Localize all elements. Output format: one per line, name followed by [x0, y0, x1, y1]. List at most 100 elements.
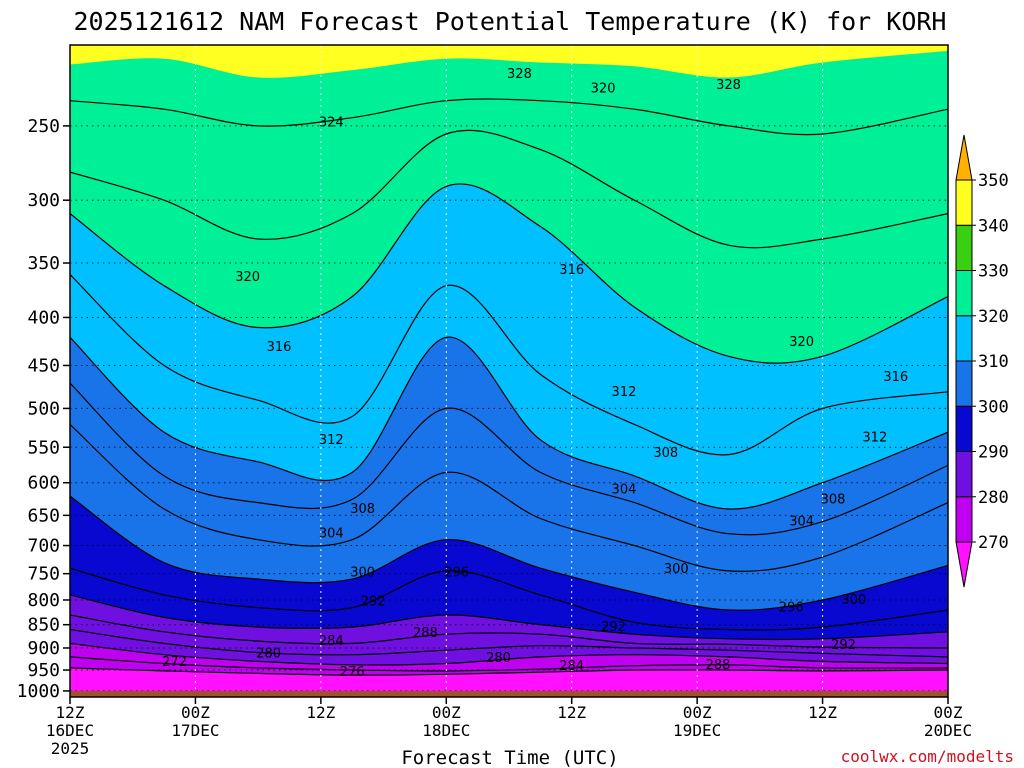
plot-area [70, 45, 948, 697]
y-tick-label-350: 350 [27, 253, 60, 274]
x-tick-label-72-1: 12Z [808, 703, 837, 722]
isentrope-292 [70, 594, 948, 641]
x-tick-label-60-2: 19DEC [673, 721, 721, 740]
contour-label-288-31: 288 [706, 658, 731, 673]
colorbar-label-290: 290 [978, 443, 1009, 463]
y-tick-label-400: 400 [27, 307, 60, 328]
chart-title: 2025121612 NAM Forecast Potential Temper… [74, 7, 947, 36]
isentrope-324 [70, 129, 948, 249]
contour-label-320-4: 320 [235, 270, 260, 285]
colorbar-legend: 270 280 290 300 310 320 330 340 350 [955, 134, 1009, 588]
y-tick-label-550: 550 [27, 437, 60, 458]
colorbar-segment-350 [955, 134, 973, 181]
colorbar-label-310: 310 [978, 352, 1009, 372]
y-tick-label-950: 950 [27, 660, 60, 681]
contour-label-292-21: 292 [361, 595, 386, 610]
contour-label-304-13: 304 [612, 482, 637, 497]
contour-label-312-10: 312 [319, 433, 344, 448]
contour-label-296-19: 296 [444, 566, 469, 581]
contour-label-324-2: 324 [319, 116, 344, 131]
y-tick-label-750: 750 [27, 564, 60, 585]
isentrope-328 [70, 98, 948, 136]
x-tick-label-12-2: 17DEC [171, 721, 219, 740]
y-tick-label-1000: 1000 [17, 681, 60, 702]
y-tick-label-700: 700 [27, 536, 60, 557]
contour-label-284-30: 284 [559, 659, 584, 674]
contour-label-296-22: 296 [779, 601, 804, 616]
x-tick-label-36-2: 18DEC [422, 721, 470, 740]
contour-label-292-27: 292 [831, 638, 856, 653]
isentrope-276 [70, 656, 948, 672]
colorbar-segment-340 [955, 179, 973, 226]
contour-label-288-25: 288 [413, 626, 438, 641]
colorbar-segment-310 [955, 315, 973, 362]
y-tick-label-800: 800 [27, 590, 60, 611]
x-tick-label-24-1: 12Z [306, 703, 335, 722]
contour-label-308-12: 308 [653, 446, 678, 461]
isentrope-316 [70, 274, 948, 456]
x-axis-title: Forecast Time (UTC) [401, 747, 618, 768]
plot-frame [69, 44, 949, 698]
y-tick-label-450: 450 [27, 355, 60, 376]
contour-label-316-8: 316 [883, 370, 908, 385]
contour-label-284-24: 284 [319, 634, 344, 649]
y-axis-pressure-ticks: 2503003504004505005506006507007508008509… [17, 116, 70, 702]
contour-label-312-11: 312 [862, 431, 887, 446]
contour-label-312-9: 312 [612, 385, 637, 400]
isentrope-288 [70, 614, 948, 649]
contour-labels: 328 328 324 320 320 316 316 320 316 312 312 312 308 3… [162, 67, 908, 680]
colorbar-segment-270 [955, 496, 973, 543]
x-tick-label-0-3: 2025 [51, 739, 90, 758]
colorbar-segment-320 [955, 270, 973, 317]
isentrope-312 [70, 336, 948, 510]
colorbar-label-330: 330 [978, 262, 1009, 282]
ground-surface [70, 690, 948, 697]
contour-label-304-16: 304 [319, 527, 344, 542]
isentrope-contour-lines [70, 98, 948, 676]
y-tick-label-650: 650 [27, 505, 60, 526]
x-tick-label-60-1: 00Z [683, 703, 712, 722]
isentrope-280 [70, 642, 948, 666]
colorbar-label-280: 280 [978, 488, 1009, 508]
colorbar-segment-330 [955, 224, 973, 271]
x-tick-label-0-2: 16DEC [46, 721, 94, 740]
contour-label-320-3: 320 [591, 81, 616, 96]
contour-label-328-1: 328 [716, 78, 741, 93]
contour-label-280-28: 280 [256, 646, 281, 661]
credit-text: coolwx.com/modelts [841, 747, 1014, 766]
contour-label-316-5: 316 [559, 263, 584, 278]
x-tick-label-84-1: 00Z [934, 703, 963, 722]
x-tick-label-12-1: 00Z [181, 703, 210, 722]
contour-label-276-33: 276 [340, 665, 365, 680]
x-tick-label-0-1: 12Z [56, 703, 85, 722]
x-tick-label-48-1: 12Z [557, 703, 586, 722]
contour-label-272-32: 272 [162, 655, 187, 670]
contour-label-280-29: 280 [486, 651, 511, 666]
colorbar-label-300: 300 [978, 397, 1009, 417]
y-tick-label-300: 300 [27, 190, 60, 211]
isentrope-300 [70, 495, 948, 611]
colorbar-segment-290 [955, 405, 973, 452]
contour-label-292-26: 292 [601, 620, 626, 635]
contour-label-316-6: 316 [267, 340, 292, 355]
x-tick-label-84-2: 20DEC [924, 721, 972, 740]
isentrope-308 [70, 382, 948, 536]
y-tick-label-250: 250 [27, 116, 60, 137]
colorbar-label-340: 340 [978, 216, 1009, 236]
isentrope-284 [70, 628, 948, 658]
colorbar-segment-300 [955, 360, 973, 407]
y-tick-label-850: 850 [27, 615, 60, 636]
colorbar-segment-260 [955, 541, 973, 588]
colorbar-label-320: 320 [978, 307, 1009, 327]
contour-label-308-14: 308 [350, 502, 375, 517]
contour-label-308-15: 308 [821, 492, 846, 507]
colorbar-segment-280 [955, 451, 973, 498]
isentrope-296 [70, 567, 948, 631]
y-tick-label-900: 900 [27, 638, 60, 659]
y-tick-label-500: 500 [27, 398, 60, 419]
theta-fill-340 [70, 45, 948, 78]
theta-color-fills [70, 45, 948, 697]
contour-label-320-7: 320 [789, 335, 814, 350]
x-tick-label-36-1: 00Z [432, 703, 461, 722]
